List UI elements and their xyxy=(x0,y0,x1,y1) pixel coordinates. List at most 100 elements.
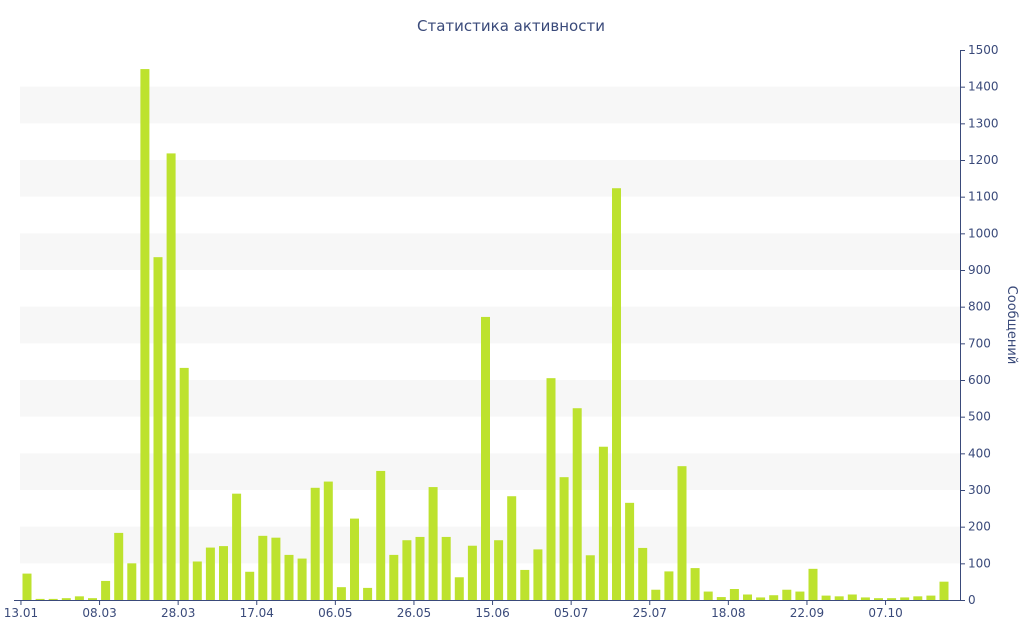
x-tick-label: 15.06 xyxy=(475,606,509,620)
bar[interactable] xyxy=(205,547,215,600)
bar[interactable] xyxy=(153,257,163,600)
x-tick-label: 13.01 xyxy=(4,606,38,620)
y-tick-label: 900 xyxy=(968,263,991,277)
y-tick-label: 1300 xyxy=(968,116,999,130)
axes-group xyxy=(14,50,961,601)
bar[interactable] xyxy=(860,597,870,600)
bar[interactable] xyxy=(323,481,333,600)
y-tick-label: 600 xyxy=(968,373,991,387)
x-tick-label: 07.10 xyxy=(868,606,902,620)
bar[interactable] xyxy=(795,591,805,600)
y-tick-label: 800 xyxy=(968,300,991,314)
bar[interactable] xyxy=(363,587,373,600)
bar[interactable] xyxy=(612,188,621,601)
bar[interactable] xyxy=(598,446,608,600)
bar[interactable] xyxy=(703,591,713,600)
bar[interactable] xyxy=(782,589,792,600)
chart-title: Статистика активности xyxy=(417,17,605,35)
y-tick-label: 0 xyxy=(968,593,976,607)
bar[interactable] xyxy=(507,496,517,600)
y-tick-label: 100 xyxy=(968,556,991,570)
bar[interactable] xyxy=(61,598,71,600)
bar[interactable] xyxy=(232,493,242,600)
bar[interactable] xyxy=(297,558,307,600)
bar[interactable] xyxy=(127,563,137,600)
bar[interactable] xyxy=(271,537,281,600)
bar[interactable] xyxy=(402,540,412,600)
bar[interactable] xyxy=(638,547,648,600)
bar[interactable] xyxy=(101,580,111,600)
bar[interactable] xyxy=(677,466,687,600)
bar[interactable] xyxy=(336,587,346,600)
bar[interactable] xyxy=(808,568,818,600)
bar[interactable] xyxy=(428,487,438,600)
y-tick-label: 1000 xyxy=(968,226,999,240)
bar[interactable] xyxy=(219,546,228,600)
y-tick-label: 200 xyxy=(968,520,991,534)
x-tick-label: 17.04 xyxy=(240,606,274,620)
x-tick-label: 18.08 xyxy=(711,606,745,620)
bar[interactable] xyxy=(245,571,255,600)
bar[interactable] xyxy=(441,536,451,600)
bar[interactable] xyxy=(743,594,752,601)
bar[interactable] xyxy=(834,596,844,600)
bar[interactable] xyxy=(350,518,359,600)
bar[interactable] xyxy=(467,545,477,600)
bar[interactable] xyxy=(284,554,294,600)
y-tick-label: 1200 xyxy=(968,153,999,167)
bar[interactable] xyxy=(572,408,582,600)
bar[interactable] xyxy=(166,153,176,600)
bar[interactable] xyxy=(88,598,97,600)
bar[interactable] xyxy=(625,502,635,600)
bar[interactable] xyxy=(546,378,556,600)
bar[interactable] xyxy=(520,569,530,600)
bar[interactable] xyxy=(74,596,84,600)
y-tick-label: 300 xyxy=(968,483,991,497)
bar[interactable] xyxy=(481,316,490,600)
bar[interactable] xyxy=(192,561,202,601)
bar[interactable] xyxy=(926,595,936,600)
bar[interactable] xyxy=(716,597,726,600)
bar[interactable] xyxy=(376,470,386,600)
bar[interactable] xyxy=(769,595,779,600)
bar[interactable] xyxy=(939,581,949,600)
bar[interactable] xyxy=(900,597,910,600)
bar[interactable] xyxy=(48,598,58,600)
bar[interactable] xyxy=(690,568,700,600)
y-tick-label: 1400 xyxy=(968,80,999,94)
bar[interactable] xyxy=(533,549,543,600)
bar[interactable] xyxy=(664,571,674,600)
bar[interactable] xyxy=(874,598,883,600)
bar[interactable] xyxy=(821,595,831,600)
bar[interactable] xyxy=(140,69,150,600)
bar[interactable] xyxy=(22,573,32,600)
bar[interactable] xyxy=(847,594,857,601)
bar[interactable] xyxy=(454,577,464,600)
bar[interactable] xyxy=(729,589,739,600)
bar[interactable] xyxy=(651,589,661,600)
bar[interactable] xyxy=(887,598,897,600)
grid-band xyxy=(20,160,960,197)
y-tick-label: 500 xyxy=(968,410,991,424)
bar[interactable] xyxy=(756,597,766,600)
grid-bands xyxy=(20,86,960,564)
bar[interactable] xyxy=(114,532,124,600)
bar[interactable] xyxy=(585,555,595,600)
bar[interactable] xyxy=(415,536,425,600)
bar[interactable] xyxy=(258,535,268,600)
bar[interactable] xyxy=(913,596,923,600)
x-tick-label: 06.05 xyxy=(318,606,352,620)
x-tick-label: 08.03 xyxy=(82,606,116,620)
y-tick-label: 400 xyxy=(968,446,991,460)
bar[interactable] xyxy=(179,367,189,600)
bar[interactable] xyxy=(559,477,569,600)
bar[interactable] xyxy=(310,487,320,600)
bar[interactable] xyxy=(494,540,504,600)
x-tick-label: 28.03 xyxy=(161,606,195,620)
x-tick-label: 26.05 xyxy=(397,606,431,620)
bar[interactable] xyxy=(35,598,45,600)
y-tick-label: 700 xyxy=(968,336,991,350)
bar[interactable] xyxy=(389,554,399,600)
